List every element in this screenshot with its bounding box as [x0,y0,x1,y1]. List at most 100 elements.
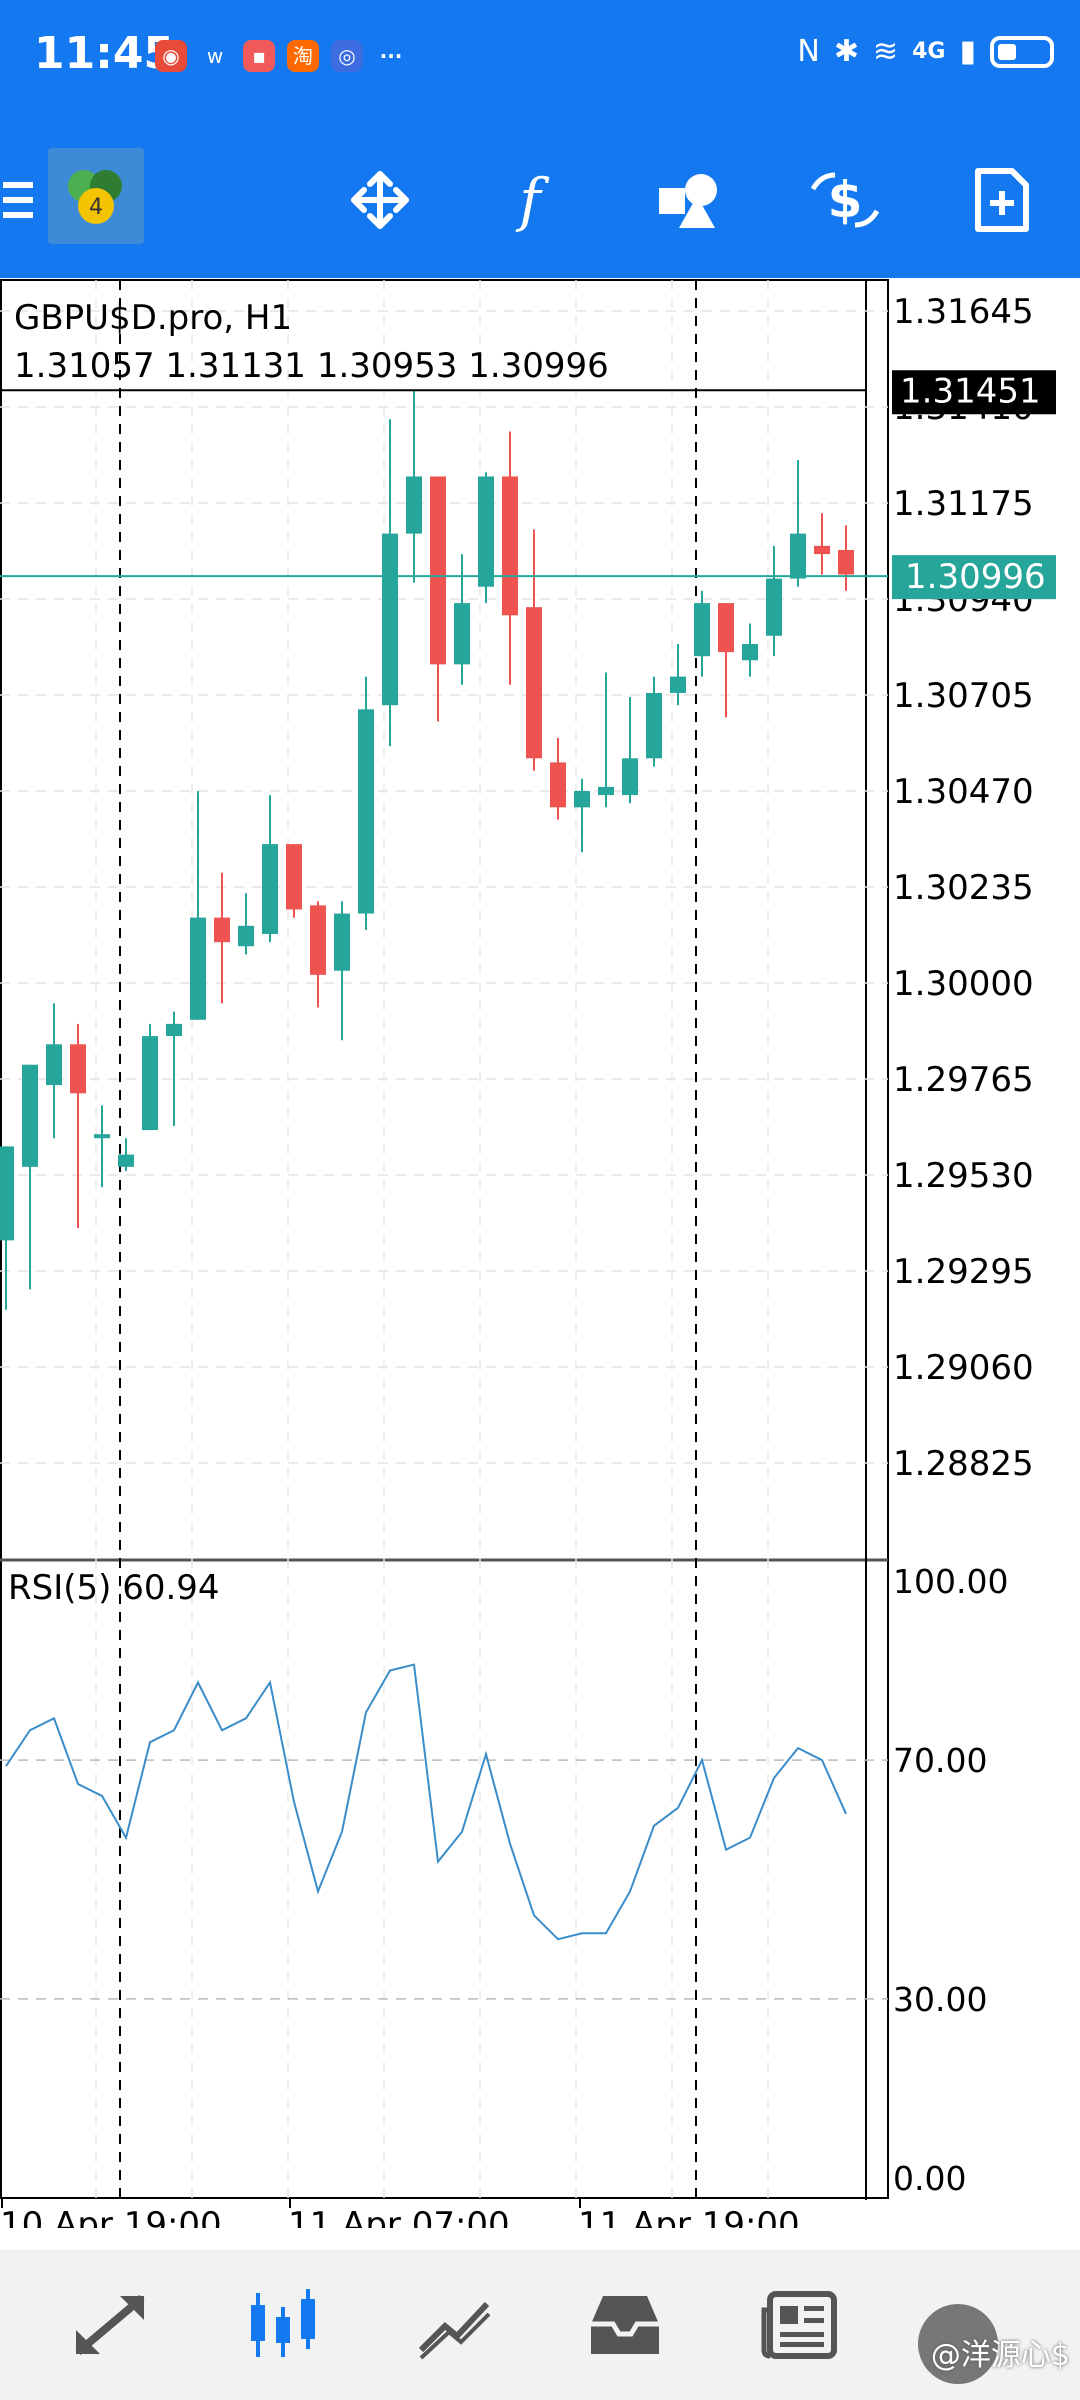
price-axis-label: 1.29530 [893,1156,1034,1196]
top-bar: 11:45 ◉ w ▪ 淘 ◎ ··· N ✱ ≋ 4G ▮ 4 [0,0,1080,278]
candle-body [238,925,254,947]
candle-body [286,844,302,910]
menu-icon[interactable] [0,140,40,260]
new-order-icon[interactable] [962,140,1042,260]
candle-body [694,603,710,657]
toolbar: 4 f $ [0,140,1080,260]
objects-icon[interactable] [650,140,730,260]
price-axis-label: 1.28825 [893,1444,1034,1484]
candle-body [262,844,278,934]
candle-body [46,1044,62,1086]
candle-body [838,549,854,575]
candle-body [574,791,590,808]
svg-text:f: f [515,168,550,232]
candle-body [478,476,494,587]
app-notification-icon: ◉ [155,40,187,72]
chart-area[interactable]: 100.0070.0030.000.001.316451.314101.3117… [0,278,1080,2228]
candle-body [22,1064,38,1167]
price-axis-label: 1.30470 [893,772,1034,812]
candle-body [0,1146,14,1241]
candle-body [766,578,782,636]
bluetooth-icon: ✱ [833,34,859,69]
candle-body [814,545,830,555]
candle-body [790,533,806,579]
candle-body [598,786,614,796]
crosshair-price-tag [892,370,1056,415]
svg-text:4: 4 [89,195,103,220]
candle-body [454,603,470,665]
candle-body [382,533,398,706]
signal-icon: ▮ [959,34,976,69]
weibo-icon: w [206,44,224,68]
candle-body [310,905,326,975]
taobao-icon: 淘 [287,40,319,72]
watermark-avatar [918,2304,998,2384]
app-notification-icon: ◎ [331,40,363,72]
watermark: @洋源心$ [930,2338,1070,2373]
candle-body [646,692,662,759]
candle-body [358,709,374,914]
price-axis-label: 1.29060 [893,1348,1034,1388]
wifi-icon: ≋ [872,34,899,69]
crosshair-move-icon[interactable] [340,140,420,260]
candle-body [622,758,638,796]
price-axis-label: 1.30000 [893,964,1034,1004]
candle-body [166,1023,182,1037]
candle-body [70,1044,86,1094]
candle-body [214,917,230,943]
app-notification-icon: ▪ [243,40,275,72]
candle-body [334,913,350,971]
rsi-level-label: 30.00 [893,1980,987,2019]
nfc-icon: N [797,34,820,69]
svg-text:$: $ [828,171,863,229]
candle-body [142,1036,158,1131]
time-axis-label: 11 Apr 19:00 [578,2205,800,2228]
price-axis-label: 1.31645 [893,292,1034,332]
price-axis-label: 1.30705 [893,676,1034,716]
candle-body [670,676,686,693]
bottom-nav [0,2250,1080,2400]
current-price-label: 1.30996 [905,557,1046,597]
price-axis-label: 1.29765 [893,1060,1034,1100]
quotes-icon[interactable] [55,2270,165,2380]
rsi-level-label: 0.00 [893,2159,966,2198]
rsi-title: RSI(5) 60.94 [8,1568,220,1608]
candle-body [430,476,446,665]
chart-icon[interactable] [228,2270,338,2380]
history-icon[interactable] [570,2270,680,2380]
price-axis-label: 1.30235 [893,868,1034,908]
price-chart[interactable]: 100.0070.0030.000.001.316451.314101.3117… [0,278,1080,2228]
candle-body [406,476,422,534]
symbol-title: GBPU$D.pro, H1 [14,298,293,338]
candle-body [526,607,542,759]
rsi-level-label: 100.00 [893,1562,1008,1601]
crosshair-price-label: 1.31451 [900,371,1041,411]
price-axis-label: 1.31175 [893,484,1034,524]
candle-body [118,1154,134,1167]
trade-icon[interactable]: $ [805,140,885,260]
status-time: 11:45 [34,28,175,79]
status-right: N ✱ ≋ 4G ▮ [797,34,1054,69]
candle-body [742,643,758,661]
price-axis-label: 1.29295 [893,1252,1034,1292]
app-logo[interactable]: 4 [48,148,144,244]
notification-icons: ◉ w ▪ 淘 ◎ ··· [155,40,407,72]
candle-body [550,762,566,808]
candle-body [718,603,734,653]
indicators-icon[interactable]: f [490,140,570,260]
candle-body [190,917,206,1020]
time-axis-label: 10 Apr 19:00 [0,2205,222,2228]
network-type: 4G [912,39,946,64]
news-icon[interactable] [745,2270,855,2380]
current-price-tag [892,555,1056,600]
candle-body [94,1134,110,1139]
more-icon: ··· [379,44,403,68]
ohlc-values: 1.31057 1.31131 1.30953 1.30996 [14,346,609,386]
rsi-line [5,1663,847,1941]
time-axis-label: 11 Apr 07:00 [288,2205,510,2228]
rsi-level-label: 70.00 [893,1741,987,1780]
trade-nav-icon[interactable] [400,2270,510,2380]
battery-icon [990,35,1054,68]
status-bar: 11:45 ◉ w ▪ 淘 ◎ ··· N ✱ ≋ 4G ▮ [0,0,1080,110]
candle-body [502,476,518,616]
